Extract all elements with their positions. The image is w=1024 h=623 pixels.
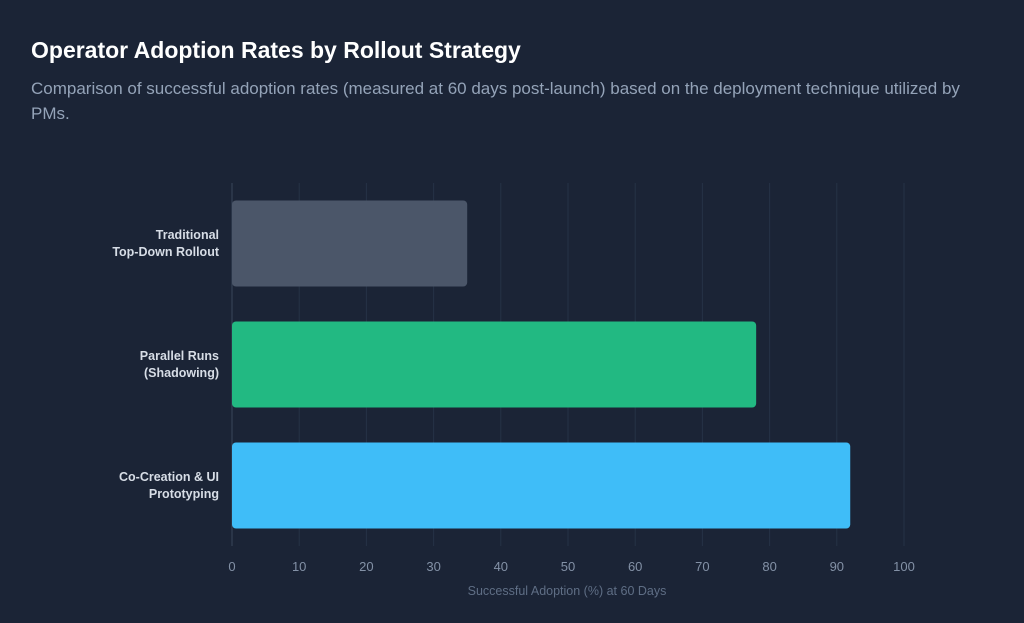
bar (232, 442, 851, 529)
x-tick-label: 100 (893, 559, 915, 574)
bar (232, 321, 757, 408)
x-tick-label: 50 (561, 559, 575, 574)
bars (232, 200, 851, 529)
category-labels: Traditional Top-Down Rollout Parallel Runs… (112, 228, 220, 501)
chart-title: Operator Adoption Rates by Rollout Strat… (31, 37, 521, 63)
x-axis-title: Successful Adoption (%) at 60 Days (468, 584, 667, 598)
x-tick-labels: 0 10 20 30 40 50 60 70 80 90 100 (228, 559, 914, 574)
bar (232, 200, 468, 287)
x-tick-label: 10 (292, 559, 306, 574)
x-tick-label: 30 (426, 559, 440, 574)
x-tick-label: 40 (494, 559, 508, 574)
category-label: Traditional Top-Down Rollout (112, 228, 220, 259)
category-label: Parallel Runs (Shadowing) (140, 349, 219, 380)
x-tick-label: 70 (695, 559, 709, 574)
x-tick-label: 60 (628, 559, 642, 574)
x-tick-label: 0 (228, 559, 235, 574)
category-label: Co-Creation & UI Prototyping (119, 470, 219, 501)
x-tick-label: 80 (762, 559, 776, 574)
x-tick-label: 20 (359, 559, 373, 574)
chart-subtitle: Comparison of successful adoption rates … (31, 79, 960, 123)
x-tick-label: 90 (830, 559, 844, 574)
